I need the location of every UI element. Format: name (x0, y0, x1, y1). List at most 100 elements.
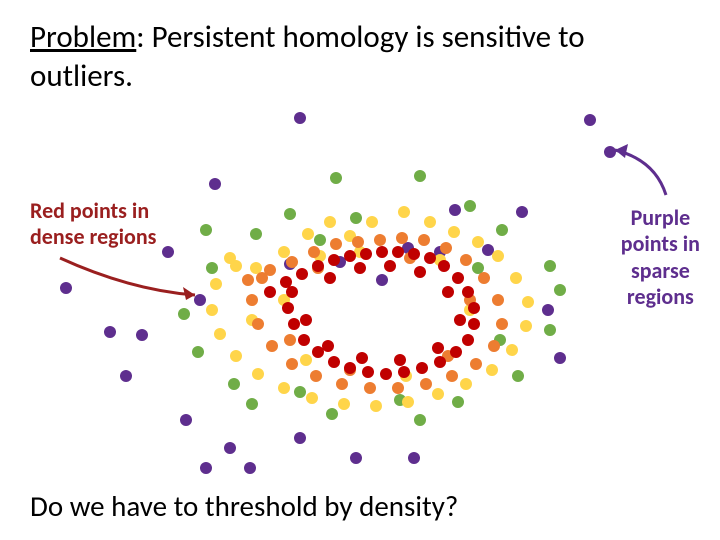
green-dot (544, 260, 556, 272)
yellow-dot (398, 206, 410, 218)
yellow-dot (510, 272, 522, 284)
orange-dot (492, 294, 504, 306)
yellow-dot (432, 388, 444, 400)
orange-dot (440, 242, 452, 254)
orange-dot (242, 274, 254, 286)
red-dot (288, 318, 300, 330)
orange-dot (420, 378, 432, 390)
yellow-dot (506, 344, 518, 356)
purple-dot (120, 370, 132, 382)
yellow-dot (214, 328, 226, 340)
yellow-dot (366, 216, 378, 228)
purple-dot (200, 462, 212, 474)
yellow-dot (278, 382, 290, 394)
orange-dot (286, 358, 298, 370)
purple-dot (104, 326, 116, 338)
red-dot (384, 260, 396, 272)
red-dot (408, 248, 420, 260)
red-dot (328, 254, 340, 266)
green-dot (200, 224, 212, 236)
orange-dot (470, 358, 482, 370)
green-dot (452, 396, 464, 408)
scatter-plot (0, 0, 720, 540)
purple-dot (542, 304, 554, 316)
green-dot (326, 408, 338, 420)
red-dot (376, 246, 388, 258)
red-dot (454, 314, 466, 326)
red-dot (286, 286, 298, 298)
red-dot (324, 272, 336, 284)
yellow-dot (472, 236, 484, 248)
green-dot (246, 398, 258, 410)
orange-dot (308, 246, 320, 258)
orange-dot (488, 340, 500, 352)
green-dot (414, 414, 426, 426)
red-dot (300, 314, 312, 326)
yellow-dot (424, 216, 436, 228)
green-dot (294, 386, 306, 398)
yellow-dot (522, 296, 534, 308)
purple-dot (294, 112, 306, 124)
orange-dot (286, 256, 298, 268)
green-dot (496, 224, 508, 236)
red-dot (424, 252, 436, 264)
yellow-dot (210, 278, 222, 290)
red-dot (452, 272, 464, 284)
yellow-dot (520, 320, 532, 332)
red-dot (468, 318, 480, 330)
yellow-dot (370, 400, 382, 412)
red-dot (282, 302, 294, 314)
yellow-dot (252, 368, 264, 380)
orange-dot (496, 318, 508, 330)
red-dot (312, 260, 324, 272)
yellow-dot (300, 354, 312, 366)
yellow-dot (402, 396, 414, 408)
yellow-dot (302, 228, 314, 240)
orange-dot (374, 234, 386, 246)
red-dot (328, 356, 340, 368)
purple-dot (376, 274, 388, 286)
red-dot (362, 366, 374, 378)
orange-dot (330, 238, 342, 250)
purple-dot (449, 204, 461, 216)
red-dot (450, 346, 462, 358)
orange-dot (446, 370, 458, 382)
red-dot (264, 286, 276, 298)
orange-dot (396, 232, 408, 244)
red-dot (398, 366, 410, 378)
green-dot (512, 370, 524, 382)
purple-dot (408, 452, 420, 464)
green-dot (250, 228, 262, 240)
green-dot (544, 324, 556, 336)
orange-dot (266, 340, 278, 352)
red-dot (344, 250, 356, 262)
purple-dot (554, 352, 566, 364)
orange-dot (252, 318, 264, 330)
green-dot (206, 262, 218, 274)
green-dot (178, 308, 190, 320)
red-dot (322, 340, 334, 352)
red-dot (432, 342, 444, 354)
red-dot (434, 356, 446, 368)
green-dot (464, 200, 476, 212)
purple-dot (136, 329, 148, 341)
purple-dot (584, 114, 596, 126)
yellow-dot (448, 226, 460, 238)
yellow-dot (230, 260, 242, 272)
red-dot (354, 262, 366, 274)
red-dot (468, 302, 480, 314)
yellow-dot (492, 250, 504, 262)
red-dot (414, 266, 426, 278)
orange-dot (418, 234, 430, 246)
red-dot (392, 246, 404, 258)
red-dot (394, 354, 406, 366)
red-dot (380, 368, 392, 380)
red-dot (296, 268, 308, 280)
yellow-dot (306, 392, 318, 404)
red-dot (438, 260, 450, 272)
red-dot (356, 352, 368, 364)
orange-dot (284, 334, 296, 346)
orange-dot (392, 382, 404, 394)
purple-dot (162, 246, 174, 258)
green-dot (414, 170, 426, 182)
